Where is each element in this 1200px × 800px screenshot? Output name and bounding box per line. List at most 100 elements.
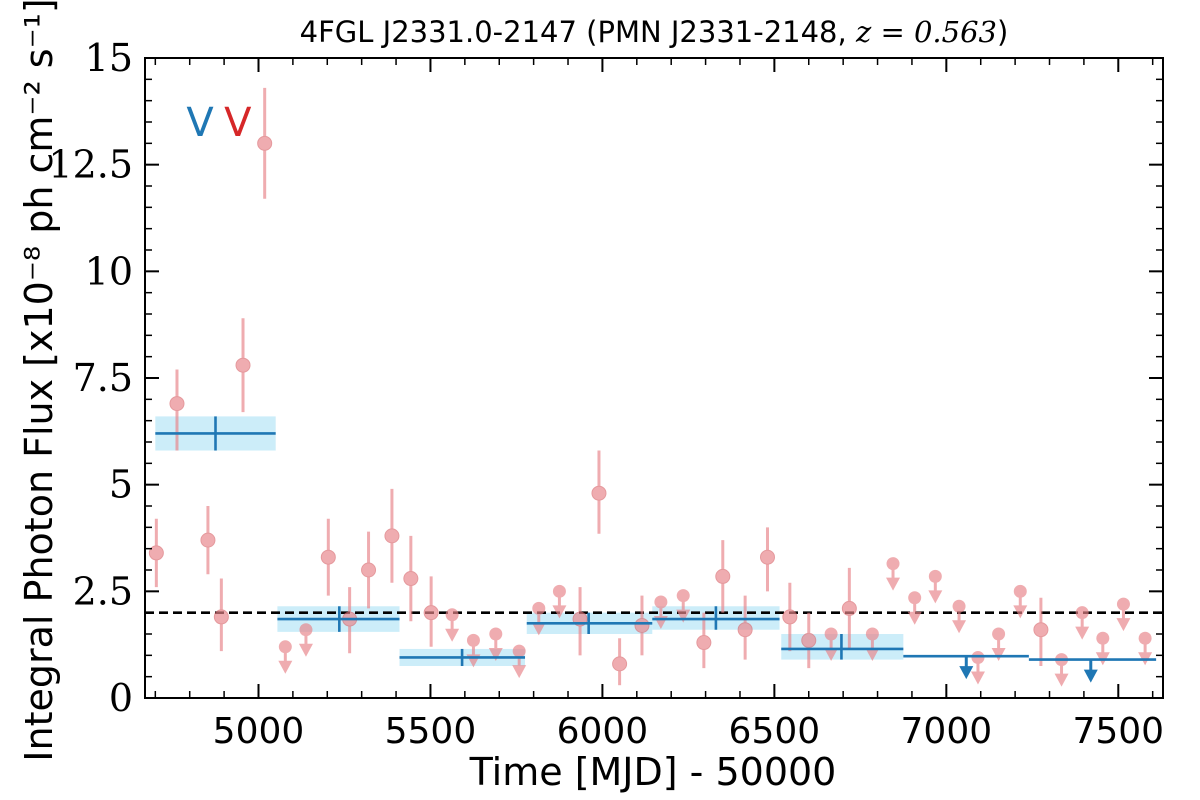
short-bin-point	[257, 87, 273, 199]
upper-limit-arrow	[531, 622, 546, 636]
upper-limit-dot	[952, 599, 966, 613]
short-bin-point	[696, 612, 712, 669]
short-bin-point	[591, 450, 607, 534]
upper-limit-dot	[908, 591, 922, 605]
upper-limit-dot	[1075, 606, 1089, 620]
upper-limit-dot	[1138, 631, 1152, 645]
upper-limit-arrow	[278, 660, 293, 674]
data-point	[634, 617, 650, 633]
data-point	[612, 656, 628, 672]
plot-area	[145, 58, 1163, 698]
data-point	[737, 622, 753, 638]
x-tick-label: 7500	[1072, 711, 1164, 752]
short-bin-point	[907, 591, 922, 625]
short-bin-point	[423, 576, 439, 647]
short-bin-point	[634, 595, 650, 656]
data-point	[200, 532, 216, 548]
long-bin	[652, 606, 780, 630]
short-bin-point	[1033, 597, 1049, 666]
axis-ticks: 5000 5500 6000 6500 7000 7500 0 2.5 5 7.5 10 12.5 15	[48, 36, 1164, 752]
long-bin	[526, 612, 653, 634]
upper-limit-arrow	[445, 628, 460, 642]
upper-limit-dot	[445, 608, 459, 622]
upper-limit-dot	[928, 569, 942, 583]
y-tick-label: 0	[109, 676, 133, 720]
short-bin-point	[278, 640, 293, 674]
short-bin-point	[715, 540, 731, 613]
upper-limit-dot	[299, 623, 313, 637]
upper-limit-arrow	[552, 605, 567, 619]
data-point	[148, 545, 164, 561]
short-bin-point	[384, 488, 400, 583]
upper-limit-arrow	[991, 648, 1006, 661]
v-marker: V	[186, 100, 214, 146]
long-upper-limit-arrow	[1083, 669, 1098, 683]
data-point	[715, 568, 731, 584]
upper-limit-dot	[552, 584, 566, 598]
short-bin-point	[841, 567, 857, 649]
short-bin-point	[801, 612, 817, 669]
data-point	[423, 605, 439, 621]
upper-limit-dot	[466, 633, 480, 647]
upper-limit-arrow	[512, 665, 527, 679]
short-bin-point	[991, 627, 1006, 661]
short-bin-point	[865, 627, 880, 661]
short-bin-point	[445, 608, 460, 642]
data-point	[384, 528, 400, 544]
data-point	[782, 609, 798, 625]
y-tick-label: 7.5	[73, 356, 133, 400]
upper-limit-dot	[278, 640, 292, 654]
long-bin	[277, 606, 400, 632]
upper-limit-dot	[1116, 597, 1130, 611]
upper-limit-dot	[676, 589, 690, 603]
data-point	[235, 357, 251, 373]
short-bin-point	[737, 595, 753, 660]
short-bin-point	[148, 518, 164, 588]
upper-limit-arrow	[1013, 605, 1028, 619]
short-bin-point	[361, 531, 377, 609]
data-point	[841, 600, 857, 616]
upper-limit-arrow	[1075, 626, 1090, 640]
short-bin-point	[320, 518, 336, 596]
upper-limit-arrow	[952, 620, 967, 634]
upper-limit-dot	[532, 601, 546, 615]
upper-limit-arrow	[298, 643, 313, 657]
short-bin-point	[676, 589, 691, 623]
data-point	[320, 549, 336, 565]
v-marker: V	[224, 100, 252, 146]
upper-limit-arrow	[907, 611, 922, 625]
x-tick-label: 5000	[213, 711, 305, 752]
short-bin-point	[552, 584, 567, 619]
upper-limit-arrow	[886, 577, 901, 591]
x-tick-label: 5500	[385, 711, 477, 752]
upper-limit-dot	[1013, 584, 1027, 598]
data-point	[759, 549, 775, 565]
short-bin-point	[298, 623, 313, 657]
upper-limit-arrow	[488, 648, 503, 661]
chart-title: 4FGL J2331.0-2147 (PMN J2331-2148, z = 0…	[300, 15, 1009, 49]
data-point	[591, 485, 607, 501]
x-axis-label: Time [MJD] - 50000	[469, 750, 837, 794]
x-tick-label: 6000	[557, 711, 649, 752]
y-axis-label: Integral Photon Flux [x10⁻⁸ ph cm⁻² s⁻¹]	[17, 0, 61, 762]
upper-limit-dot	[992, 627, 1006, 641]
short-bin-point	[213, 578, 229, 652]
upper-limit-arrow	[1116, 618, 1131, 632]
upper-limit-dot	[512, 644, 526, 658]
upper-limit-arrow	[1054, 673, 1069, 687]
data-point	[257, 135, 273, 151]
data-point	[696, 635, 712, 651]
short-bin-point	[1013, 584, 1028, 619]
x-tick-label: 6500	[729, 711, 821, 752]
title-text: 4FGL J2331.0-2147 (PMN J2331-2148,	[300, 15, 856, 49]
y-tick-label: 12.5	[48, 143, 133, 187]
short-bin-point	[782, 582, 798, 652]
plot-background	[145, 58, 1163, 698]
data-point	[169, 396, 185, 412]
data-point	[801, 632, 817, 648]
short-bin-point	[512, 644, 527, 679]
upper-limit-arrow	[865, 648, 880, 661]
title-math: z = 0.563	[855, 15, 997, 49]
